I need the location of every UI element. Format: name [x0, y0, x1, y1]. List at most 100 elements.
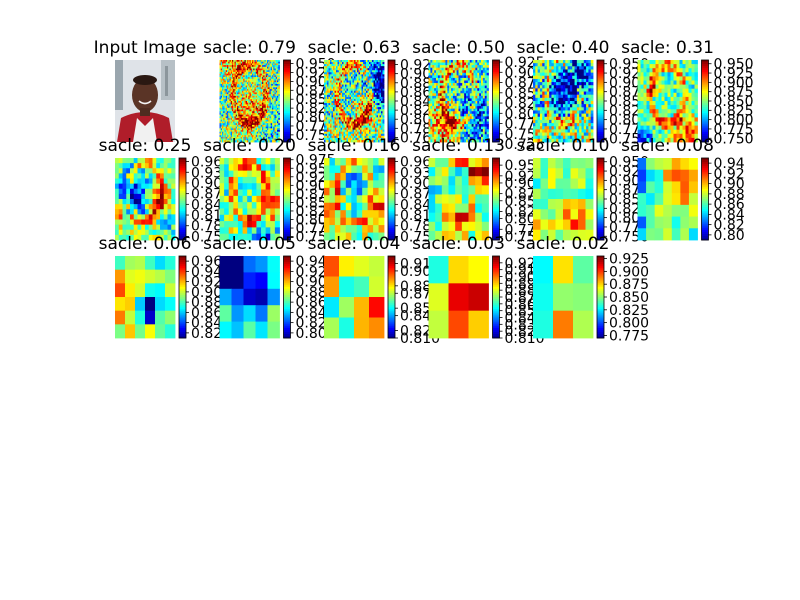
- heatmap-cell: [263, 133, 265, 136]
- heatmap-cell: [430, 75, 433, 79]
- heatmap-cell: [373, 98, 376, 102]
- heatmap-cell: [233, 109, 235, 112]
- heatmap-cell: [351, 70, 353, 73]
- heatmap-cell: [340, 60, 343, 63]
- heatmap-cell: [451, 90, 454, 94]
- heatmap-cell: [363, 133, 365, 137]
- heatmap-cell: [238, 80, 240, 83]
- heatmap-cell: [272, 80, 274, 83]
- heatmap-cell: [336, 80, 338, 83]
- heatmap-cell: [238, 99, 240, 102]
- heatmap-cell: [267, 70, 269, 73]
- heatmap-cell: [249, 63, 252, 66]
- heatmap-cell: [462, 103, 465, 107]
- heatmap-cell: [220, 114, 223, 117]
- heatmap-cell: [361, 101, 364, 104]
- heatmap-cell: [247, 133, 249, 136]
- heatmap-cell: [240, 78, 243, 81]
- heatmap-cell: [373, 60, 376, 63]
- heatmap-cell: [466, 65, 469, 69]
- heatmap-cell: [258, 85, 260, 88]
- heatmap-cell: [262, 109, 264, 112]
- heatmap-cell: [456, 134, 459, 138]
- heatmap-cell: [464, 62, 467, 66]
- heatmap-cell: [352, 111, 355, 114]
- heatmap-cell: [437, 62, 441, 66]
- heatmap-cell: [462, 111, 465, 115]
- heatmap-cell: [366, 88, 368, 92]
- heatmap-cell: [462, 136, 465, 140]
- heatmap-cell: [451, 95, 454, 99]
- heatmap-cell: [473, 98, 476, 102]
- heatmap-cell: [327, 62, 329, 65]
- heatmap-cell: [222, 78, 224, 81]
- heatmap-cell: [330, 80, 332, 83]
- heatmap-cell: [339, 123, 341, 126]
- heatmap-cell: [238, 65, 240, 68]
- heatmap-cell: [376, 105, 379, 108]
- heatmap-cell: [229, 112, 232, 116]
- heatmap-cell: [357, 98, 359, 102]
- heatmap-cell: [334, 88, 337, 92]
- heatmap-cell: [382, 88, 385, 92]
- heatmap-cell: [469, 90, 473, 94]
- heatmap-cell: [227, 128, 229, 131]
- heatmap-cell: [351, 103, 353, 106]
- heatmap-cell: [375, 103, 377, 106]
- heatmap-cell: [336, 137, 338, 141]
- heatmap-cell: [270, 94, 273, 97]
- heatmap-cell: [369, 68, 371, 71]
- heatmap-cell: [354, 78, 356, 81]
- heatmap-cell: [477, 83, 480, 87]
- heatmap-cell: [469, 139, 473, 143]
- heatmap-cell: [349, 111, 352, 114]
- heatmap-cell: [235, 73, 238, 76]
- heatmap-cell: [381, 115, 383, 118]
- heatmap-cell: [441, 65, 444, 69]
- heatmap-cell: [486, 98, 489, 102]
- heatmap-cell: [233, 60, 235, 63]
- heatmap-cell: [328, 131, 331, 135]
- heatmap-cell: [254, 85, 257, 88]
- heatmap-cell: [230, 116, 233, 119]
- heatmap-cell: [243, 87, 245, 90]
- heatmap-cell: [243, 114, 245, 117]
- heatmap-cell: [227, 97, 229, 100]
- heatmap-cell: [358, 86, 361, 90]
- heatmap-cell: [369, 121, 371, 124]
- heatmap-cell: [469, 75, 473, 79]
- heatmap-cell: [456, 113, 459, 117]
- heatmap-cell: [263, 90, 265, 93]
- heatmap-cell: [270, 71, 273, 75]
- heatmap-cell: [342, 68, 344, 71]
- heatmap-cell: [325, 129, 328, 133]
- heatmap-cell: [447, 88, 450, 92]
- heatmap-cell: [265, 130, 268, 133]
- heatmap-cell: [367, 60, 370, 63]
- heatmap-cell: [358, 129, 361, 133]
- heatmap-cell: [469, 93, 473, 97]
- heatmap-cell: [277, 109, 279, 112]
- heatmap-cell: [259, 135, 262, 138]
- heatmap-cell: [247, 63, 249, 66]
- heatmap-cell: [342, 117, 344, 120]
- heatmap-cell: [348, 105, 350, 108]
- heatmap-cell: [339, 139, 341, 143]
- heatmap-cell: [223, 121, 225, 124]
- heatmap-cell: [253, 99, 255, 102]
- heatmap-cell: [262, 87, 264, 90]
- heatmap-cell: [260, 136, 263, 139]
- heatmap-cell: [238, 140, 240, 143]
- heatmap-cell: [345, 64, 347, 67]
- heatmap-cell: [255, 73, 258, 76]
- heatmap-cell: [264, 107, 267, 110]
- heatmap-cell: [222, 101, 224, 104]
- heatmap-cell: [443, 90, 446, 94]
- heatmap-cell: [278, 128, 280, 131]
- heatmap-cell: [228, 118, 230, 121]
- heatmap-cell: [343, 113, 346, 116]
- heatmap-cell: [242, 90, 244, 93]
- heatmap-cell: [458, 134, 461, 138]
- heatmap-cell: [363, 88, 365, 92]
- heatmap-cell: [482, 103, 486, 107]
